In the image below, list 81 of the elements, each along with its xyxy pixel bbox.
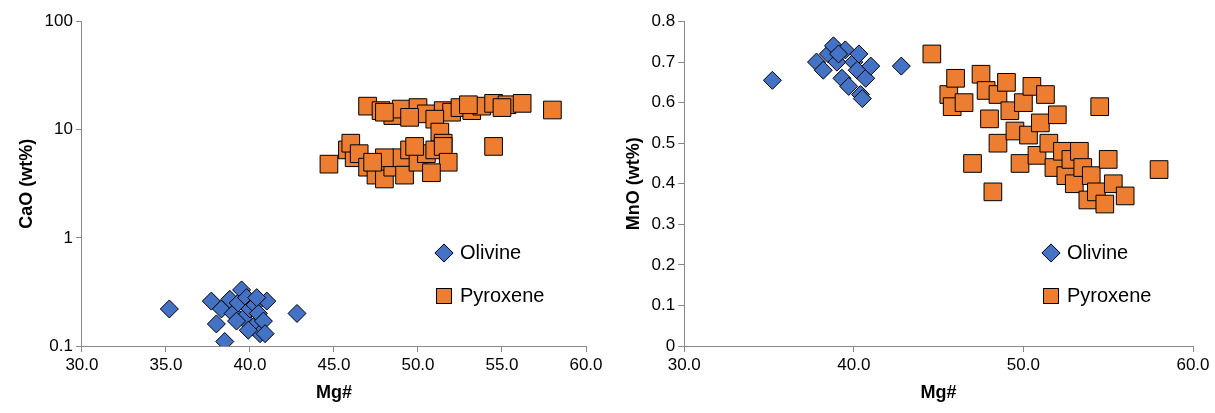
point	[512, 94, 532, 113]
y-tick-label: 0.5	[651, 132, 676, 152]
point	[997, 73, 1016, 92]
x-tick-label: 50.0	[401, 354, 435, 374]
point	[762, 70, 782, 90]
point	[287, 303, 307, 323]
y-tick-label: 0.8	[651, 11, 676, 31]
point	[201, 291, 221, 311]
legend-label: Olivine	[460, 241, 522, 264]
point	[543, 100, 562, 120]
point	[891, 56, 911, 76]
point	[438, 152, 458, 172]
point	[1031, 113, 1050, 133]
point	[1070, 141, 1089, 161]
point	[400, 108, 419, 127]
point	[1115, 186, 1135, 206]
point	[492, 98, 512, 117]
point	[861, 56, 881, 76]
point	[829, 44, 849, 64]
y-tick-label: 0.4	[651, 173, 676, 193]
x-tick-label: 60.0	[569, 354, 603, 374]
point	[983, 182, 1003, 202]
legend-label: Olivine	[1067, 241, 1129, 264]
y-tick-label: 100	[44, 11, 73, 31]
x-tick-label: 50.0	[1006, 354, 1040, 374]
y-axis-title: CaO (wt%)	[15, 138, 36, 229]
legend-label: Pyroxene	[1067, 284, 1152, 307]
point	[422, 163, 441, 183]
x-tick-label: 45.0	[317, 354, 351, 374]
y-tick-label: 0.3	[651, 214, 676, 233]
legend-label: Pyroxene	[460, 284, 545, 307]
y-tick-label: 0.2	[651, 254, 676, 274]
point	[484, 137, 503, 156]
y-tick-label: 0.7	[651, 51, 676, 71]
y-tick-label: 0.1	[651, 295, 676, 315]
point	[206, 314, 226, 334]
point	[1090, 97, 1110, 117]
point	[375, 102, 394, 122]
point	[849, 44, 869, 64]
point	[946, 68, 965, 88]
x-tick-label: 60.0	[1176, 354, 1210, 374]
y-tick-label: 1	[63, 227, 73, 247]
x-tick-label: 40.0	[837, 354, 871, 374]
point	[238, 320, 258, 340]
point	[1149, 160, 1169, 179]
point	[971, 64, 991, 84]
x-axis-title: Mg#	[315, 382, 352, 403]
point	[988, 133, 1008, 153]
point	[954, 93, 974, 112]
point	[459, 95, 478, 115]
point	[395, 165, 414, 185]
point	[856, 68, 876, 88]
point	[405, 137, 424, 156]
y-tick-label: 0.6	[651, 92, 676, 112]
point	[1010, 154, 1030, 173]
point	[227, 311, 247, 331]
y-tick-label: 0	[665, 335, 676, 355]
point	[363, 152, 382, 172]
point	[1095, 194, 1115, 214]
point	[1047, 105, 1067, 125]
y-tick-label: 0.1	[49, 335, 73, 355]
point	[922, 44, 942, 64]
point	[1036, 85, 1055, 104]
point	[319, 154, 339, 174]
point	[247, 288, 267, 308]
x-tick-label: 55.0	[485, 354, 519, 374]
point	[963, 154, 982, 173]
x-axis-title: Mg#	[920, 382, 957, 403]
x-tick-label: 30.0	[667, 354, 701, 374]
point	[839, 76, 859, 96]
point	[813, 60, 833, 80]
point	[980, 109, 999, 129]
x-tick-label: 30.0	[65, 354, 99, 374]
x-tick-label: 35.0	[149, 354, 183, 374]
x-tick-label: 40.0	[233, 354, 267, 374]
point	[1098, 150, 1118, 169]
y-tick-label: 10	[54, 119, 73, 139]
point	[1014, 93, 1033, 112]
point	[255, 324, 275, 344]
point	[159, 299, 179, 319]
y-axis-title: MnO (wt%)	[622, 137, 643, 231]
